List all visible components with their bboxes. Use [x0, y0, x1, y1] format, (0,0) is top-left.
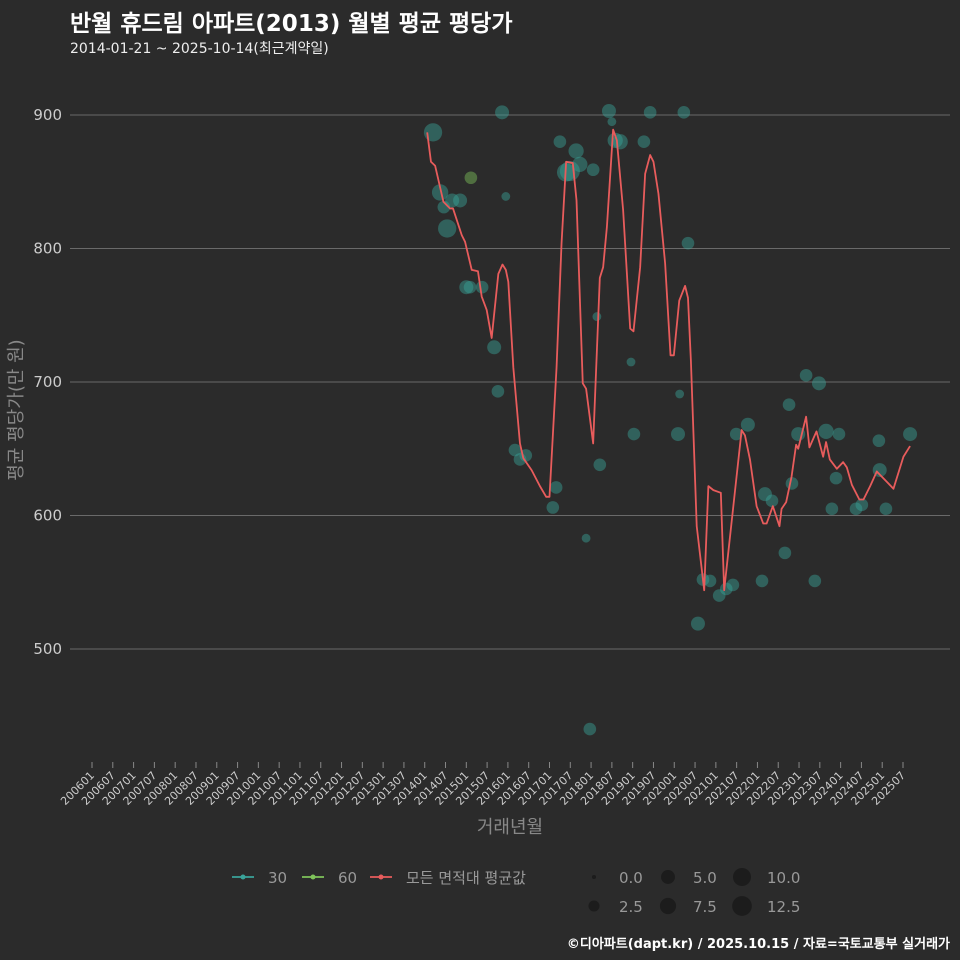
scatter-point-30: [495, 105, 510, 120]
scatter-point-30: [437, 200, 451, 214]
scatter-bubbles: [423, 103, 918, 736]
legend: 30 60 모든 면적대 평균값 0.0 2.5 5.0 7.5 10.0 12.5: [232, 867, 800, 916]
legend-key-dot: [378, 874, 384, 880]
legend-label: 30: [268, 869, 287, 887]
scatter-point-30: [677, 106, 691, 119]
legend-size-bubble: [588, 900, 600, 912]
scatter-point-30: [592, 312, 602, 321]
scatter-point-30: [782, 398, 796, 411]
scatter-point-30: [607, 117, 617, 127]
scatter-point-30: [829, 471, 843, 485]
scatter-point-30: [553, 135, 567, 149]
legend-key-dot: [310, 874, 316, 880]
scatter-point-30: [438, 219, 457, 238]
scatter-point-30: [726, 578, 740, 592]
scatter-point-30: [811, 376, 826, 391]
x-tick-labels: 2006012006072007012007072008012008072009…: [58, 762, 908, 808]
scatter-point-30: [627, 427, 641, 441]
scatter-point-30: [463, 280, 477, 294]
scatter-point-30: [681, 236, 695, 250]
legend-size-bubble: [591, 874, 597, 880]
y-tick-label: 600: [33, 507, 62, 525]
y-tick-label: 500: [33, 640, 62, 658]
scatter-point-30: [643, 106, 657, 119]
scatter-point-30: [601, 103, 616, 118]
scatter-point-30: [799, 369, 813, 382]
scatter-point-30: [475, 280, 489, 294]
scatter-point-30: [757, 487, 772, 502]
scatter-point-30: [546, 501, 560, 514]
scatter-point-30: [501, 192, 511, 201]
scatter-point-30: [825, 502, 839, 516]
scatter-point-30: [778, 546, 792, 560]
legend-size-label: 0.0: [619, 869, 643, 887]
scatter-point-30: [712, 589, 726, 602]
scatter-point-30: [459, 280, 474, 295]
scatter-point-30: [583, 722, 597, 736]
scatter-point-30: [879, 502, 893, 516]
scatter-point-30: [568, 143, 584, 159]
legend-size-bubble: [732, 867, 752, 887]
footer-credit: ©디아파트(dapt.kr) / 2025.10.15 / 자료=국토교통부 실…: [566, 937, 950, 952]
scatter-point-30: [832, 427, 846, 441]
scatter-point-30: [690, 616, 705, 631]
scatter-point-30: [872, 434, 886, 448]
scatter-point-30: [855, 498, 869, 512]
legend-size-label: 2.5: [619, 898, 643, 916]
scatter-point-30: [549, 481, 563, 494]
scatter-point-30: [423, 123, 443, 142]
legend-size-bubble: [661, 870, 675, 884]
scatter-point-30: [729, 427, 743, 441]
scatter-point-30: [637, 135, 651, 149]
scatter-point-30: [431, 184, 449, 201]
scatter-point-30: [903, 427, 918, 442]
legend-label: 60: [338, 869, 357, 887]
scatter-point-30: [740, 417, 755, 432]
scatter-point-30: [675, 389, 685, 399]
legend-size-bubble: [659, 897, 677, 915]
scatter-point-30: [719, 582, 733, 596]
scatter-point-30: [487, 340, 502, 355]
y-axis-label: 평균 평당가(만 원): [6, 339, 27, 480]
scatter-point-30: [593, 458, 607, 472]
x-axis-label: 거래년월: [477, 817, 543, 838]
scatter-point-30: [671, 427, 686, 442]
gridlines: [70, 114, 950, 650]
scatter-point-30: [765, 494, 779, 508]
scatter-point-30: [453, 193, 468, 208]
scatter-point-60: [464, 171, 478, 185]
legend-size-bubble: [732, 896, 752, 916]
scatter-point-30: [445, 193, 460, 208]
scatter-point-30: [491, 385, 505, 398]
y-tick-label: 800: [33, 240, 62, 258]
chart-title: 반월 휴드림 아파트(2013) 월별 평균 평당가: [70, 11, 513, 37]
legend-size-label: 10.0: [767, 869, 800, 887]
legend-size-label: 12.5: [767, 898, 800, 916]
y-tick-label: 900: [33, 106, 62, 124]
legend-label: 모든 면적대 평균값: [406, 869, 526, 887]
scatter-point-30: [703, 574, 717, 588]
chart-subtitle: 2014-01-21 ~ 2025-10-14(최근계약일): [70, 41, 329, 57]
average-line: [426, 128, 911, 592]
legend-size-label: 7.5: [693, 898, 717, 916]
average-line-path: [426, 128, 911, 592]
scatter-point-30: [818, 423, 834, 440]
scatter-point-30: [508, 443, 522, 457]
scatter-point-30: [572, 156, 588, 173]
scatter-point-30: [808, 574, 822, 588]
scatter-point-30: [586, 163, 600, 177]
y-tick-label: 700: [33, 373, 62, 391]
scatter-point-30: [755, 574, 769, 588]
legend-key-dot: [240, 874, 246, 880]
scatter-point-30: [849, 502, 863, 516]
scatter-point-30: [626, 357, 636, 367]
legend-size-label: 5.0: [693, 869, 717, 887]
y-tick-labels: 500 600 700 800 900: [33, 106, 62, 658]
scatter-point-30: [581, 533, 591, 543]
